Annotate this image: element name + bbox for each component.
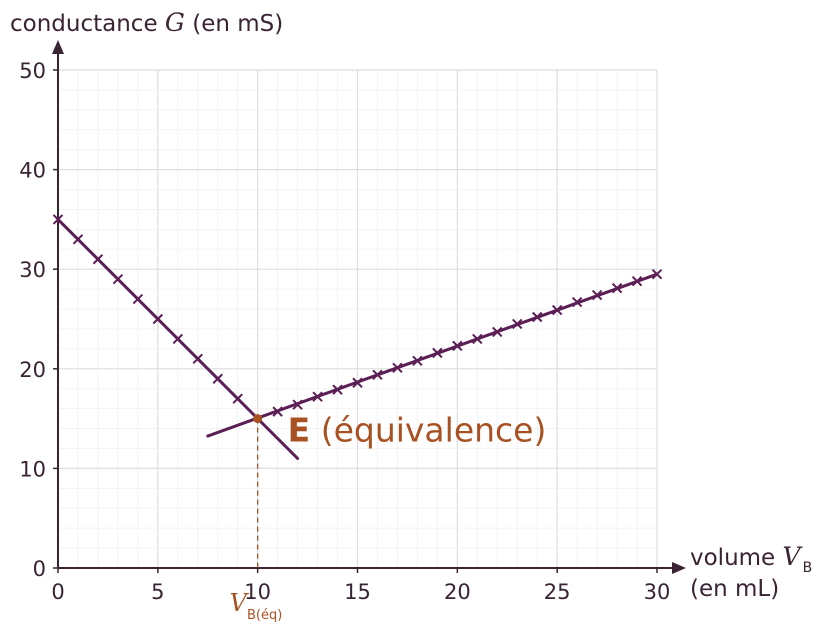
x-tick-label: 5 <box>151 580 164 604</box>
y-tick-label: 50 <box>19 59 46 83</box>
data-point-marker <box>611 282 623 294</box>
x-axis-title-pre: volume <box>690 545 783 571</box>
y-axis-title: conductance G (en mS) <box>10 8 283 37</box>
data-point-marker <box>112 273 124 285</box>
y-tick-label: 20 <box>19 358 46 382</box>
y-axis-title-pre: conductance <box>10 11 165 37</box>
x-tick-label: 20 <box>444 580 471 604</box>
data-point-marker <box>332 384 343 395</box>
x-tick-label: 0 <box>51 580 64 604</box>
data-point-marker <box>531 311 543 323</box>
grid <box>57 69 658 569</box>
veq-sub: B(éq) <box>247 608 282 623</box>
data-point-marker <box>412 355 423 367</box>
data-point-marker <box>192 353 203 365</box>
data-point-marker <box>651 268 663 280</box>
data-point-marker <box>152 313 164 325</box>
data-point-marker <box>492 326 503 338</box>
x-axis-title-sub: B <box>803 560 813 576</box>
data-point-marker <box>591 289 603 301</box>
data-point-marker <box>571 296 583 308</box>
data-point-marker <box>172 333 184 345</box>
x-tick-labels: 0 5 10 15 20 25 30 <box>51 568 670 604</box>
data-point-marker <box>512 318 523 330</box>
y-tick-labels: 0 10 20 30 40 50 <box>19 59 58 581</box>
data-point-marker <box>92 254 104 265</box>
y-tick-label: 40 <box>19 159 46 183</box>
data-point-marker <box>212 373 223 384</box>
data-point-marker <box>452 340 463 352</box>
data-point-marker <box>551 304 563 316</box>
data-point-marker <box>272 406 283 417</box>
y-axis-arrow <box>52 40 64 54</box>
data-point-marker <box>312 391 323 402</box>
x-axis-title-var: V <box>783 542 804 571</box>
y-tick-label: 30 <box>19 258 46 282</box>
data-point-marker <box>432 347 443 359</box>
data-point-marker <box>372 369 383 380</box>
veq-label: VB(éq) <box>230 589 283 623</box>
data-point-marker <box>352 377 363 388</box>
equivalence-label: E (équivalence) <box>288 411 547 450</box>
data-point-marker <box>52 214 64 225</box>
data-point-marker <box>472 333 483 345</box>
y-axis-title-post: (en mS) <box>185 11 283 37</box>
equivalence-text: (équivalence) <box>310 411 546 450</box>
veq-var: V <box>230 589 250 617</box>
data-point-marker <box>292 399 303 410</box>
data-point-marker <box>132 293 144 305</box>
x-tick-label: 25 <box>544 580 571 604</box>
data-point-marker <box>392 362 403 374</box>
data-point-marker <box>631 275 643 287</box>
equivalence-point <box>253 414 263 424</box>
x-tick-label: 15 <box>344 580 371 604</box>
equivalence-letter: E <box>288 411 311 450</box>
x-axis-unit: (en mL) <box>690 576 779 602</box>
data-point-marker <box>232 393 243 404</box>
x-tick-label: 10 <box>244 580 271 604</box>
data-point-marker <box>72 234 84 245</box>
y-tick-label: 10 <box>19 457 46 481</box>
y-tick-label: 0 <box>33 557 46 581</box>
x-tick-label: 30 <box>644 580 671 604</box>
y-axis-title-var: G <box>165 8 185 37</box>
series-2-line <box>206 272 659 438</box>
x-axis-arrow <box>672 562 686 574</box>
